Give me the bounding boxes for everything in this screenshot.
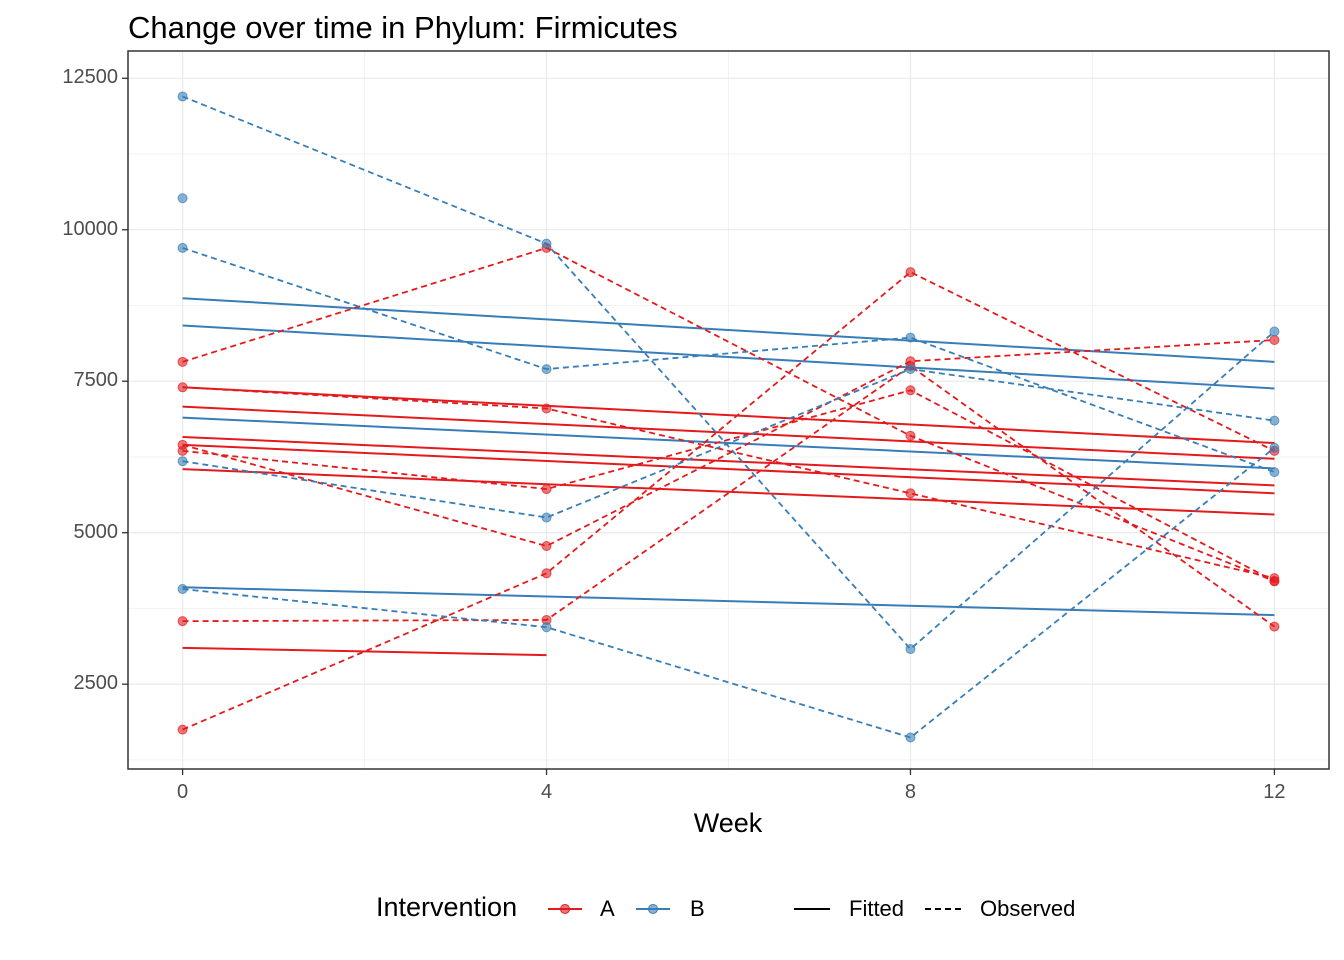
- observed-line-b: [182, 447, 1275, 739]
- chart-title: Change over time in Phylum: Firmicutes: [128, 10, 678, 45]
- data-point-b: [905, 644, 916, 655]
- data-point-a: [905, 385, 916, 396]
- data-point-a: [177, 616, 188, 627]
- x-tick-label: 8: [904, 781, 917, 803]
- data-point-b: [177, 584, 188, 595]
- legend-label-a: A: [600, 896, 615, 921]
- fitted-line-a: [182, 443, 1275, 495]
- data-point-a: [177, 724, 188, 735]
- observed-line-a: [182, 386, 1275, 580]
- data-point-b: [177, 242, 188, 253]
- data-point-b: [541, 622, 552, 633]
- plot-border: [127, 50, 1330, 770]
- data-point-a: [905, 430, 916, 441]
- observed-line-a: [182, 271, 1275, 731]
- x-tick-label: 12: [1263, 781, 1286, 803]
- data-point-b: [177, 193, 188, 204]
- data-point-a: [541, 541, 552, 552]
- data-point-b: [541, 364, 552, 375]
- data-point-b: [541, 238, 552, 249]
- fitted-line-b: [182, 324, 1275, 390]
- data-point-b: [177, 456, 188, 467]
- x-axis-label: Week: [693, 808, 763, 838]
- fitted-line-b: [182, 586, 1275, 617]
- legend-key-a-point: [560, 904, 570, 914]
- fitted-line-a: [182, 386, 1275, 445]
- fitted-line-a: [182, 468, 1275, 516]
- data-point-b: [1269, 467, 1280, 478]
- x-tick-label: 0: [177, 781, 189, 803]
- data-point-b: [905, 732, 916, 743]
- legend-label-fitted: Fitted: [849, 896, 905, 921]
- data-point-a: [905, 488, 916, 499]
- y-tick-label: 12500: [62, 66, 118, 89]
- legend-label-observed: Observed: [980, 896, 1076, 921]
- data-point-b: [177, 91, 188, 102]
- data-point-b: [1269, 442, 1280, 453]
- fitted-line-a: [182, 405, 1275, 460]
- data-point-a: [1269, 576, 1280, 587]
- fitted-line-a: [182, 646, 547, 657]
- observed-lines: [182, 95, 1276, 739]
- data-point-b: [905, 332, 916, 343]
- data-point-a: [1269, 335, 1280, 346]
- observed-line-b: [182, 247, 1275, 473]
- observed-line-a: [182, 246, 1275, 583]
- data-point-a: [905, 267, 916, 278]
- observed-line-a: [182, 339, 1275, 547]
- data-point-b: [905, 364, 916, 375]
- y-tick-label: 10000: [62, 217, 118, 240]
- legend-key-b-point: [648, 904, 658, 914]
- data-point-a: [541, 568, 552, 579]
- data-point-b: [541, 512, 552, 523]
- y-tick-label: 7500: [73, 369, 119, 392]
- y-tick-label: 2500: [73, 672, 119, 695]
- data-point-a: [541, 484, 552, 495]
- data-point-b: [1269, 415, 1280, 426]
- axis-ticks: [122, 77, 1276, 775]
- observed-line-a: [182, 389, 1275, 582]
- observed-points: [177, 91, 1280, 743]
- data-point-a: [177, 356, 188, 367]
- legend: Intervention A B Fitted Observed: [0, 890, 1344, 930]
- data-point-a: [177, 445, 188, 456]
- data-point-a: [541, 403, 552, 414]
- y-tick-label: 5000: [73, 520, 119, 543]
- fitted-line-a: [182, 435, 1275, 487]
- observed-line-b: [182, 95, 1276, 651]
- legend-keys: [548, 904, 961, 914]
- observed-line-b: [182, 368, 1275, 519]
- observed-line-a: [182, 364, 1275, 628]
- x-tick-label: 4: [540, 781, 553, 803]
- data-point-b: [1269, 326, 1280, 337]
- legend-label-b: B: [690, 896, 705, 921]
- data-point-a: [177, 382, 188, 393]
- data-point-a: [1269, 621, 1280, 632]
- legend-title: Intervention: [376, 892, 518, 922]
